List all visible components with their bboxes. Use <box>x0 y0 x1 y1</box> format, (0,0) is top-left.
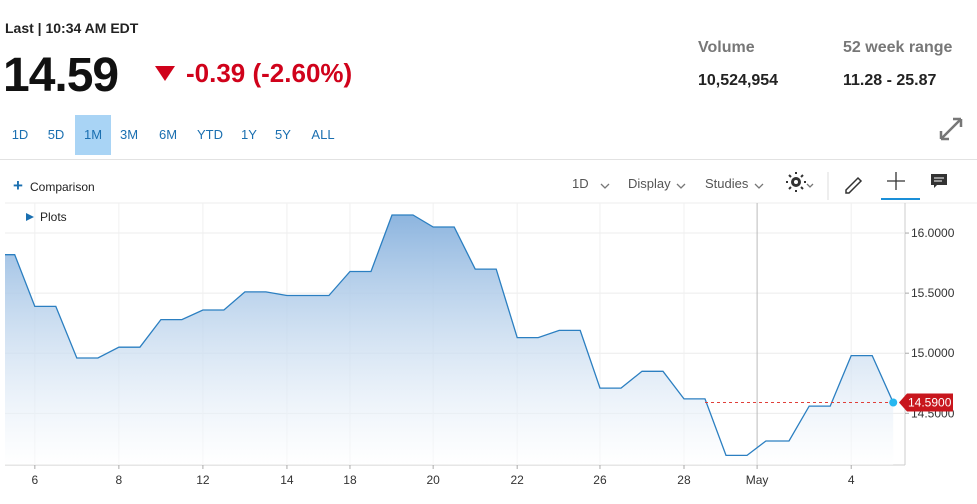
range-button[interactable]: 5D <box>47 127 65 142</box>
x-tick-label: 14 <box>280 473 294 487</box>
range-button[interactable]: 3M <box>119 127 139 142</box>
last-price-tag <box>899 393 953 412</box>
x-tick-label: 18 <box>343 473 357 487</box>
x-tick-label: 28 <box>677 473 691 487</box>
stat-value: 11.28 - 25.87 <box>843 72 937 89</box>
range-button[interactable]: 1M <box>75 115 111 155</box>
divider <box>0 159 977 160</box>
stat-label: Volume <box>698 39 755 56</box>
x-tick-label: 4 <box>848 473 855 487</box>
comparison-button[interactable]: Comparison <box>30 180 95 194</box>
interval-button[interactable]: 1D <box>572 176 589 191</box>
range-button[interactable]: 6M <box>158 127 178 142</box>
range-button[interactable]: ALL <box>311 127 335 142</box>
range-button[interactable]: 5Y <box>275 127 291 142</box>
x-tick-label: 22 <box>511 473 525 487</box>
display-button[interactable]: Display <box>628 176 671 191</box>
price-line <box>5 214 894 457</box>
y-tick-label: 15.0000 <box>911 346 955 360</box>
x-tick-label: 8 <box>116 473 123 487</box>
x-tick-label: 20 <box>426 473 440 487</box>
x-tick-label: 6 <box>31 473 38 487</box>
range-button[interactable]: 1Y <box>241 127 257 142</box>
studies-button[interactable]: Studies <box>705 176 749 191</box>
plus-icon: + <box>13 176 23 195</box>
y-tick-label: 15.5000 <box>911 286 955 300</box>
last-price-label: 14.5900 <box>908 396 952 410</box>
stat-value: 10,524,954 <box>698 72 779 89</box>
expand-icon[interactable] <box>938 116 964 142</box>
plots-triangle <box>26 213 34 221</box>
x-tick-label: May <box>746 473 769 487</box>
x-tick-label: 26 <box>593 473 607 487</box>
range-button[interactable]: YTD <box>197 127 223 142</box>
x-tick-label: 12 <box>196 473 210 487</box>
price: 14.59 <box>3 49 119 102</box>
toolbar-icons <box>600 172 947 200</box>
plots-button[interactable]: Plots <box>40 210 67 224</box>
last-point <box>889 398 898 407</box>
range-button[interactable]: 1D <box>11 127 29 142</box>
change: -0.39 (-2.60%) <box>186 58 353 88</box>
stat-label: 52 week range <box>843 39 953 56</box>
status: Last | 10:34 AM EDT <box>5 20 139 36</box>
price-area <box>5 215 894 465</box>
y-tick-label: 16.0000 <box>911 226 955 240</box>
down-arrow <box>155 66 175 81</box>
